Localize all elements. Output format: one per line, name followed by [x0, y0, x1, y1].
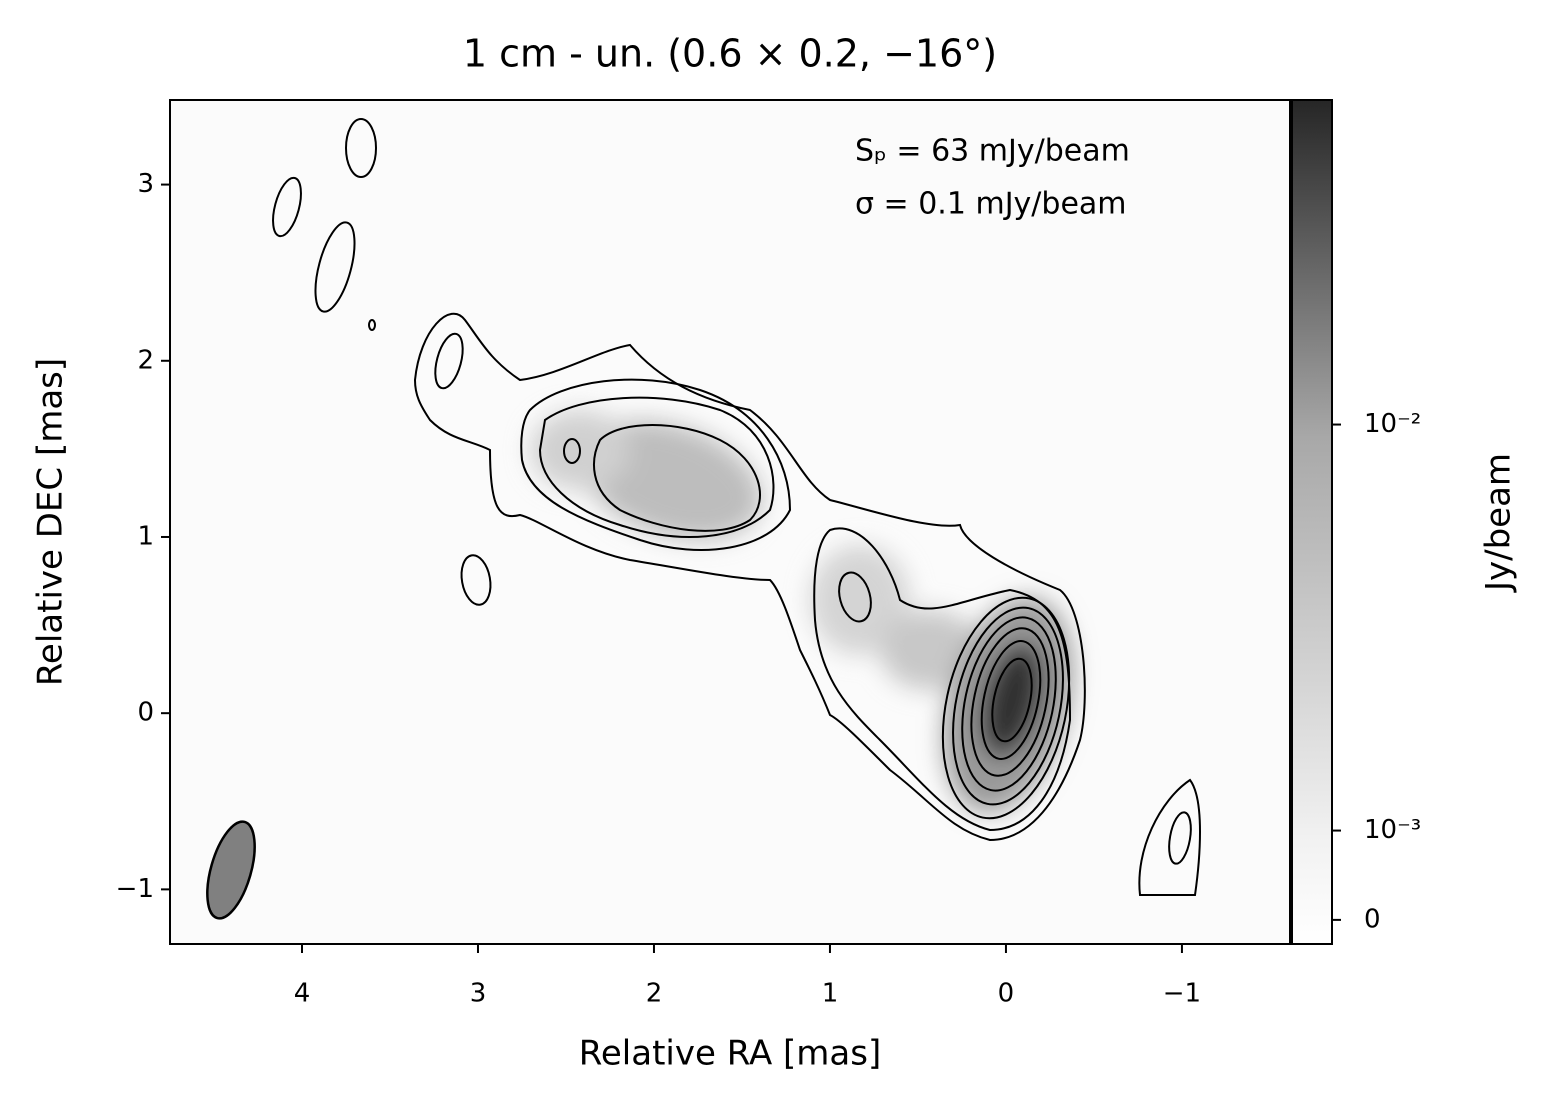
colorbar-tick-label: 10⁻²	[1364, 409, 1421, 439]
chart-title: 1 cm - un. (0.6 × 0.2, −16°)	[463, 32, 997, 76]
x-axis-label: Relative RA [mas]	[579, 1034, 881, 1074]
annotation: Sₚ = 63 mJy/beam	[855, 134, 1130, 169]
y-axis-label: Relative DEC [mas]	[31, 358, 71, 686]
colorbar-tick-label: 0	[1364, 904, 1381, 934]
y-tick-label: 3	[137, 169, 154, 199]
beam	[206, 820, 256, 920]
annotation: σ = 0.1 mJy/beam	[855, 187, 1127, 222]
x-tick-label: 4	[294, 979, 311, 1009]
contours	[272, 118, 1201, 896]
colorbar-label: Jy/beam	[1479, 453, 1519, 593]
colorbar	[1291, 99, 1333, 945]
y-tick-label: 0	[137, 698, 154, 728]
x-tick-label: 3	[470, 979, 487, 1009]
x-tick-label: 0	[998, 979, 1015, 1009]
colorbar-tick-label: 10⁻³	[1364, 815, 1421, 845]
x-tick-label: −1	[1163, 979, 1201, 1009]
intensity-image	[206, 118, 1201, 920]
x-tick-label: 2	[646, 979, 663, 1009]
y-tick-label: −1	[116, 874, 154, 904]
x-tick-label: 1	[822, 979, 839, 1009]
plot-frame	[169, 99, 1291, 945]
y-tick-label: 1	[137, 521, 154, 551]
y-tick-label: 2	[137, 345, 154, 375]
